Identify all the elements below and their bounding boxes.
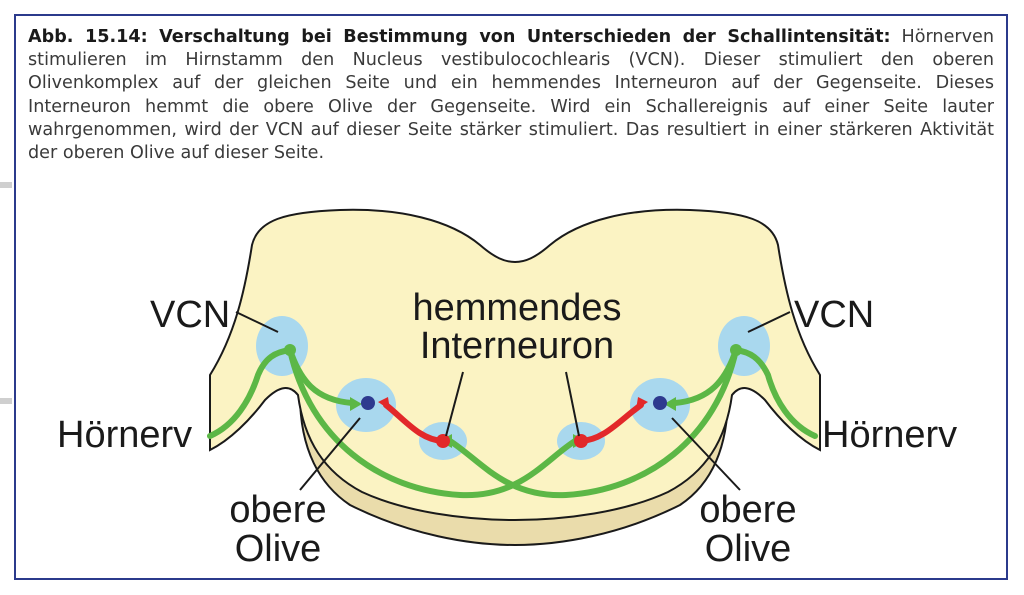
excitatory-pathways — [207, 347, 818, 499]
label-interneuron-line2: Interneuron — [420, 325, 614, 367]
label-hoernerv-right: Hörnerv — [822, 414, 957, 456]
interneuron-left-neuron — [436, 434, 450, 448]
vcn-left-to-interneuron-right — [287, 347, 578, 499]
caption-body: Hörnerven stimulieren im Hirnstamm den N… — [28, 27, 995, 164]
leader-interneuron-left — [445, 371, 464, 437]
inhibitory-synapse-left — [378, 397, 390, 410]
leader-olive-left — [299, 417, 361, 491]
leader-olive-right — [671, 417, 741, 491]
hoernerv-left-fiber — [207, 347, 293, 439]
label-olive-right-line1: obere — [699, 489, 796, 531]
label-hoernerv-left: Hörnerv — [57, 414, 192, 456]
vcn-left-neuron — [284, 344, 296, 356]
label-olive-left-line1: obere — [229, 489, 326, 531]
leader-vcn-right — [747, 311, 791, 333]
caption-title: Abb. 15.14: Verschaltung bei Bestimmung … — [28, 27, 891, 47]
brainstem-outline — [209, 208, 821, 522]
inhibitory-synapse-right — [636, 397, 648, 410]
leader-lines — [235, 311, 791, 491]
vcn-right-neuron — [730, 344, 742, 356]
label-vcn-left: VCN — [150, 294, 230, 336]
margin-marker — [0, 182, 12, 188]
label-interneuron-line1: hemmendes — [412, 287, 621, 329]
synapse-olive-left — [350, 397, 362, 411]
synapse-olive-right — [664, 397, 676, 411]
interneuron-right-neuron — [574, 434, 588, 448]
leader-vcn-left — [235, 311, 279, 333]
label-olive-left-line2: Olive — [235, 528, 322, 570]
olive-right-neuron — [653, 396, 667, 410]
vcn-right-to-interneuron-left — [447, 347, 739, 499]
figure-caption: Abb. 15.14: Verschaltung bei Bestimmung … — [28, 26, 994, 165]
label-vcn-right: VCN — [794, 294, 874, 336]
olive-left-neuron — [361, 396, 375, 410]
margin-marker — [0, 398, 12, 404]
label-olive-right-line2: Olive — [705, 528, 792, 570]
leader-interneuron-right — [565, 371, 580, 437]
hoernerv-right-fiber — [733, 347, 818, 439]
